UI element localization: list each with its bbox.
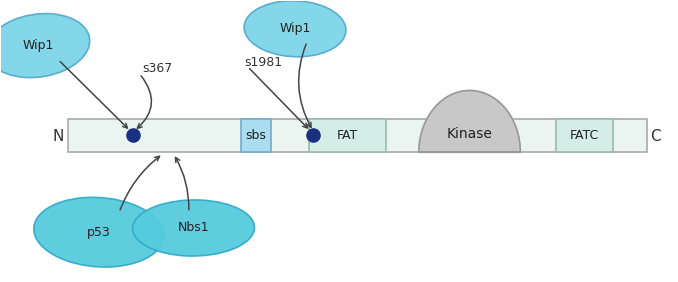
Text: FAT: FAT: [337, 129, 358, 142]
Text: Kinase: Kinase: [447, 127, 492, 141]
Text: Wip1: Wip1: [279, 22, 311, 35]
Ellipse shape: [0, 14, 89, 78]
Text: Wip1: Wip1: [22, 39, 54, 52]
FancyBboxPatch shape: [308, 118, 386, 152]
FancyArrowPatch shape: [120, 156, 159, 210]
FancyBboxPatch shape: [555, 118, 613, 152]
Point: [127, 133, 138, 138]
Ellipse shape: [244, 1, 346, 57]
Text: FATC: FATC: [570, 129, 599, 142]
FancyBboxPatch shape: [241, 118, 271, 152]
FancyBboxPatch shape: [68, 118, 647, 152]
Point: [308, 133, 319, 138]
FancyArrowPatch shape: [176, 157, 189, 210]
Polygon shape: [419, 91, 520, 152]
Text: s367: s367: [143, 61, 173, 74]
Ellipse shape: [34, 197, 164, 267]
FancyArrowPatch shape: [298, 44, 311, 127]
Text: s1981: s1981: [244, 56, 283, 69]
Text: N: N: [52, 129, 64, 144]
Text: Nbs1: Nbs1: [178, 221, 210, 235]
Ellipse shape: [133, 200, 254, 256]
FancyArrowPatch shape: [60, 61, 127, 128]
FancyArrowPatch shape: [250, 69, 307, 128]
FancyArrowPatch shape: [138, 76, 151, 128]
Text: C: C: [650, 129, 661, 144]
Text: p53: p53: [87, 226, 111, 239]
Text: sbs: sbs: [245, 129, 266, 142]
